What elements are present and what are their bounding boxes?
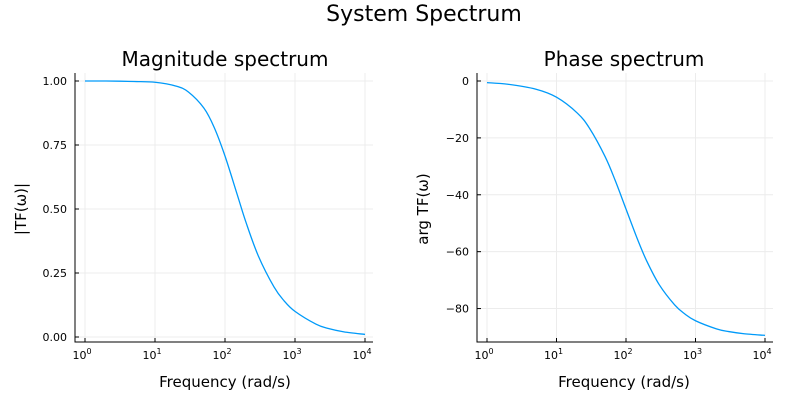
magnitude-plot-xtick-label: 103 (282, 347, 301, 362)
magnitude-plot-title: Magnitude spectrum (122, 47, 329, 71)
phase-plot-ytick-label: −80 (446, 303, 469, 316)
phase-plot-ytick-label: −40 (446, 189, 469, 202)
phase-plot-title: Phase spectrum (544, 47, 705, 71)
phase-plot-ytick-label: 0 (462, 75, 469, 88)
magnitude-plot-ylabel: |TF(ω)| (12, 183, 30, 235)
phase-plot: Phase spectrum Frequency (rad/s) arg TF(… (414, 47, 773, 391)
phase-plot-ytick-label: −20 (446, 132, 469, 145)
phase-plot-xtick-label: 101 (544, 347, 563, 362)
magnitude-plot-ytick-label: 1.00 (43, 75, 68, 88)
phase-plot-xtick-label: 104 (752, 347, 771, 362)
magnitude-plot-xtick-label: 101 (142, 347, 161, 362)
magnitude-plot-xtick-label: 102 (212, 347, 231, 362)
magnitude-plot-xtick-label: 100 (72, 347, 91, 362)
magnitude-plot-xlabel: Frequency (rad/s) (159, 373, 291, 391)
phase-plot-series-line (486, 81, 766, 337)
phase-plot-ytick-label: −60 (446, 246, 469, 259)
magnitude-plot-ytick-label: 0.25 (43, 267, 68, 280)
magnitude-plot: Magnitude spectrum Frequency (rad/s) |TF… (12, 47, 373, 391)
magnitude-plot-ytick-label: 0.00 (43, 331, 68, 344)
phase-plot-ylabel: arg TF(ω) (414, 173, 432, 244)
phase-plot-xtick-label: 103 (683, 347, 702, 362)
phase-plot-xtick-label: 100 (474, 347, 493, 362)
magnitude-plot-ytick-label: 0.75 (43, 139, 68, 152)
figure-title: System Spectrum (326, 2, 522, 27)
phase-plot-axes (476, 73, 773, 343)
magnitude-plot-series-line (84, 80, 366, 336)
phase-plot-xlabel: Frequency (rad/s) (558, 373, 690, 391)
magnitude-plot-xtick-label: 104 (352, 347, 371, 362)
magnitude-plot-axes (74, 73, 373, 343)
phase-plot-xtick-label: 102 (613, 347, 632, 362)
magnitude-plot-ytick-label: 0.50 (43, 203, 68, 216)
